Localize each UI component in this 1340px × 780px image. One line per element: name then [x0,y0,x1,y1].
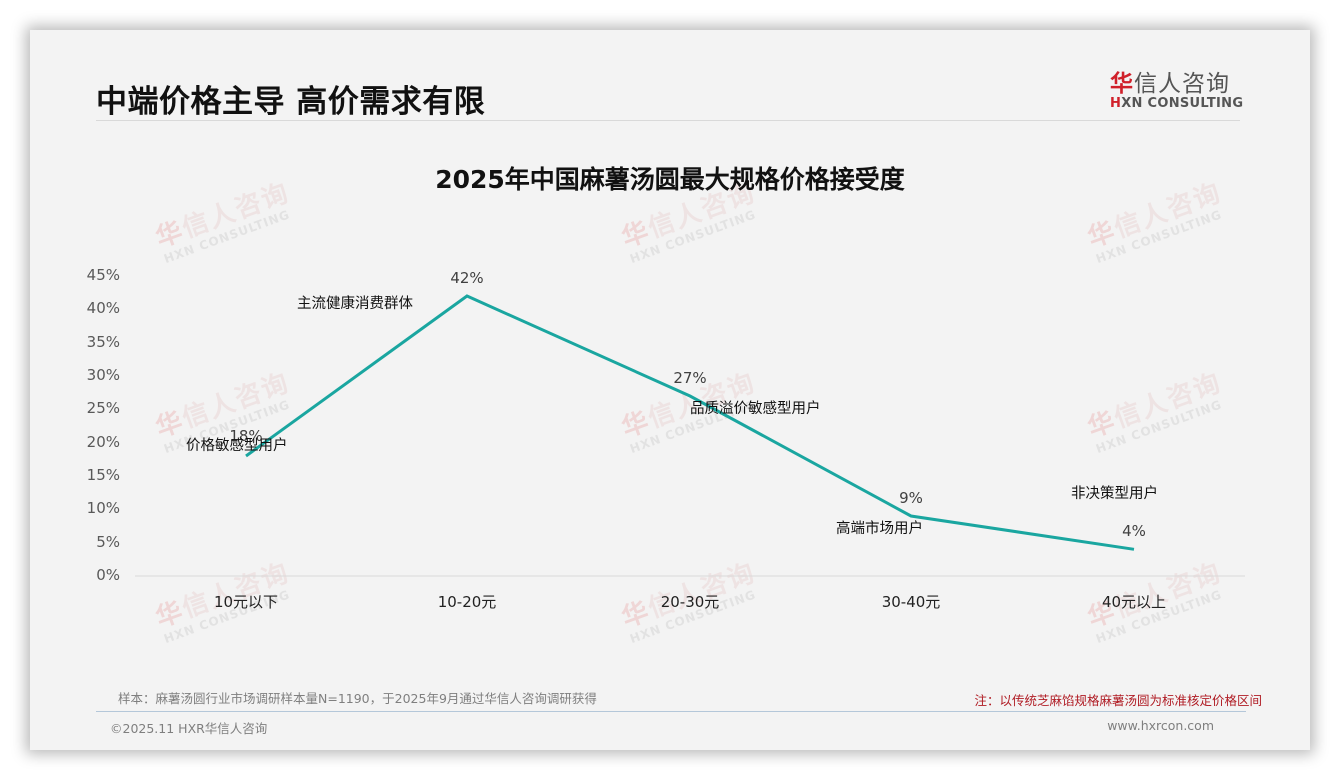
y-tick-label: 10% [86,499,120,518]
segment-annotation: 品质溢价敏感型用户 [690,401,821,417]
slide: 华信人咨询 HXN CONSULTING 华信人咨询 HXN CONSULTIN… [30,30,1310,750]
line-chart [135,294,1245,577]
chart-title: 2025年中国麻薯汤圆最大规格价格接受度 [435,165,905,194]
segment-annotation: 高端市场用户 [836,521,923,537]
x-tick-label: 40元以上 [1101,593,1167,611]
website-link[interactable]: www.hxrcon.com [1107,718,1214,733]
segment-annotation: 非决策型用户 [1071,486,1158,502]
y-tick-label: 40% [86,299,120,318]
y-tick-label: 35% [86,332,120,351]
company-logo: 华信人咨询 HXN CONSULTING [1110,64,1250,111]
y-tick-label: 15% [86,466,120,484]
segment-annotation: 价格敏感型用户 [186,438,288,454]
x-tick-label: 10元以下 [213,593,279,611]
data-label: 42% [450,269,484,287]
footer-divider [96,711,1246,712]
x-tick-label: 10-20元 [437,593,497,611]
data-label: 9% [899,489,923,507]
logo-en-text: HXN CONSULTING [1110,96,1244,111]
y-tick-label: 5% [96,532,120,551]
data-line [245,294,1135,551]
y-tick-label: 25% [86,399,120,418]
title-divider [96,120,1240,121]
segment-annotation: 主流健康消费群体 [297,296,413,312]
copyright: ©2025.11 HXR华信人咨询 [110,721,268,736]
y-tick-label: 45% [86,266,120,284]
data-label: 4% [1122,522,1146,540]
x-tick-label: 20-30元 [660,593,720,611]
y-tick-label: 0% [96,566,120,584]
data-label: 27% [673,369,707,387]
data-label: 18% [229,427,263,445]
page-title: 中端价格主导 高价需求有限 [96,84,486,120]
y-tick-label: 30% [86,366,120,384]
y-tick-label: 20% [86,432,120,451]
x-tick-label: 30-40元 [881,593,941,611]
sample-note: 样本：麻薯汤圆行业市场调研样本量N=1190，于2025年9月通过华信人咨询调研… [118,691,597,706]
price-note: 注：以传统芝麻馅规格麻薯汤圆为标准核定价格区间 [974,693,1262,708]
logo-cn-text: 华信人咨询 [1110,71,1230,97]
